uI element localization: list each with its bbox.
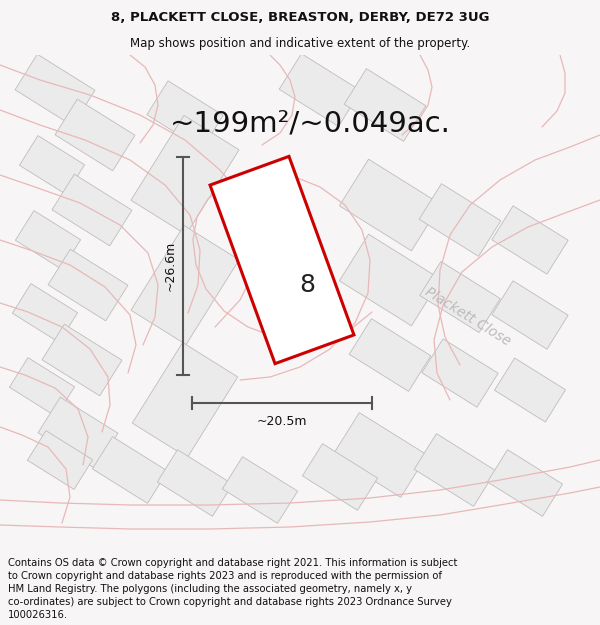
Polygon shape	[302, 444, 377, 511]
Polygon shape	[48, 249, 128, 321]
Text: co-ordinates) are subject to Crown copyright and database rights 2023 Ordnance S: co-ordinates) are subject to Crown copyr…	[8, 597, 452, 607]
Text: Plackett Close: Plackett Close	[422, 285, 514, 349]
Polygon shape	[10, 357, 74, 416]
Polygon shape	[340, 234, 440, 326]
Polygon shape	[42, 324, 122, 396]
Polygon shape	[157, 449, 233, 516]
Polygon shape	[349, 319, 431, 391]
Polygon shape	[487, 449, 563, 516]
Polygon shape	[422, 339, 498, 407]
Polygon shape	[279, 54, 361, 126]
Polygon shape	[210, 156, 354, 364]
Text: 100026316.: 100026316.	[8, 609, 68, 619]
Polygon shape	[16, 211, 80, 269]
Polygon shape	[55, 99, 135, 171]
Polygon shape	[419, 184, 501, 256]
Polygon shape	[52, 174, 132, 246]
Text: 8: 8	[299, 273, 315, 297]
Polygon shape	[38, 397, 118, 469]
Polygon shape	[414, 434, 496, 506]
Polygon shape	[131, 226, 239, 344]
Polygon shape	[340, 159, 440, 251]
Polygon shape	[13, 284, 77, 342]
Text: 8, PLACKETT CLOSE, BREASTON, DERBY, DE72 3UG: 8, PLACKETT CLOSE, BREASTON, DERBY, DE72…	[111, 11, 489, 24]
Polygon shape	[344, 69, 426, 141]
Text: HM Land Registry. The polygons (including the associated geometry, namely x, y: HM Land Registry. The polygons (includin…	[8, 584, 412, 594]
Polygon shape	[15, 54, 95, 126]
Polygon shape	[19, 136, 85, 194]
Polygon shape	[147, 81, 223, 149]
Text: ~199m²/~0.049ac.: ~199m²/~0.049ac.	[170, 110, 451, 138]
Polygon shape	[333, 412, 427, 498]
Text: Contains OS data © Crown copyright and database right 2021. This information is : Contains OS data © Crown copyright and d…	[8, 558, 457, 568]
Text: to Crown copyright and database rights 2023 and is reproduced with the permissio: to Crown copyright and database rights 2…	[8, 571, 442, 581]
Polygon shape	[132, 342, 238, 457]
Polygon shape	[131, 116, 239, 234]
Text: ~26.6m: ~26.6m	[163, 241, 176, 291]
Polygon shape	[492, 206, 568, 274]
Polygon shape	[494, 358, 566, 422]
Text: ~20.5m: ~20.5m	[257, 415, 307, 428]
Polygon shape	[28, 431, 92, 489]
Polygon shape	[223, 457, 298, 523]
Polygon shape	[420, 261, 500, 332]
Polygon shape	[492, 281, 568, 349]
Polygon shape	[92, 437, 167, 503]
Text: Map shows position and indicative extent of the property.: Map shows position and indicative extent…	[130, 38, 470, 51]
